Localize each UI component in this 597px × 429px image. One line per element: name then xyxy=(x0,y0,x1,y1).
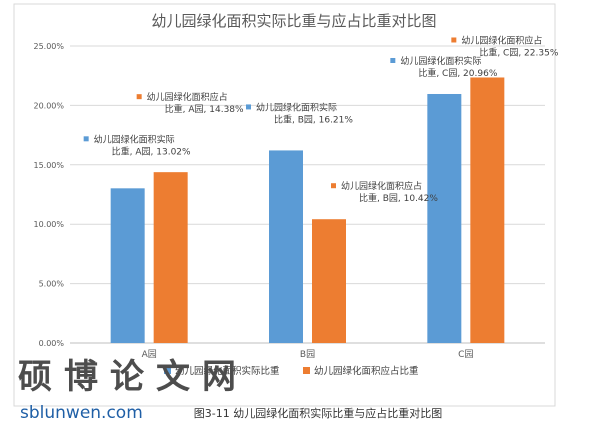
data-label-line2: 比重, A园, 14.38% xyxy=(165,103,244,115)
bar xyxy=(470,77,505,344)
bar xyxy=(269,150,303,343)
data-label-line1: 幼儿园绿化面积应占 xyxy=(341,180,422,192)
bars xyxy=(110,77,505,344)
data-label-line1: 幼儿园绿化面积实际 xyxy=(256,101,337,113)
legend-label: 幼儿园绿化面积实际比重 xyxy=(175,365,280,377)
data-label-line2: 比重, C园, 20.96% xyxy=(418,67,497,79)
data-label-line1: 幼儿园绿化面积实际 xyxy=(400,55,481,67)
bar xyxy=(153,172,188,343)
bar xyxy=(427,93,462,343)
bar xyxy=(110,188,145,343)
data-label-marker xyxy=(390,57,396,63)
legend-swatch xyxy=(303,367,310,374)
data-label-line1: 幼儿园绿化面积实际 xyxy=(94,133,175,145)
watermark-char: 硕 xyxy=(18,357,52,397)
watermark-char: 博 xyxy=(64,357,98,397)
data-label-line2: 比重, B园, 16.21% xyxy=(274,113,353,125)
watermark-char: 文 xyxy=(156,357,190,397)
y-tick-label: 20.00% xyxy=(33,101,64,110)
data-label-marker xyxy=(246,104,251,110)
data-label-marker xyxy=(83,136,89,142)
y-tick-label: 0.00% xyxy=(39,339,65,348)
x-category-label: B园 xyxy=(300,349,315,360)
data-label-line2: 比重, B园, 10.42% xyxy=(359,192,438,204)
bar xyxy=(312,219,346,343)
y-tick-label: 10.00% xyxy=(33,220,64,229)
watermark-char: 论 xyxy=(110,357,145,397)
data-label-marker xyxy=(136,94,142,100)
grid-lines xyxy=(70,45,545,285)
watermark-url: sblunwen.com xyxy=(20,403,143,423)
x-category-label: A园 xyxy=(142,349,157,360)
watermark: 硕博论文网 sblunwen.com xyxy=(18,357,236,423)
legend: 幼儿园绿化面积实际比重 幼儿园绿化面积应占比重 xyxy=(164,365,419,377)
x-axis-categories: A园 B园 C园 xyxy=(142,349,474,360)
x-category-label: C园 xyxy=(458,349,473,360)
chart-border xyxy=(13,3,556,407)
data-label-marker xyxy=(451,37,457,43)
y-tick-label: 25.00% xyxy=(33,42,64,51)
figure-caption: 图3-11 幼儿园绿化面积实际比重与应占比重对比图 xyxy=(194,406,442,420)
watermark-char: 网 xyxy=(202,357,236,397)
y-axis-ticks: 0.00% 5.00% 10.00% 15.00% 20.00% 25.00% xyxy=(33,42,64,348)
data-label-line2: 比重, C园, 22.35% xyxy=(479,46,558,58)
legend-label: 幼儿园绿化面积应占比重 xyxy=(314,365,419,377)
y-tick-label: 15.00% xyxy=(33,161,64,170)
data-labels: 幼儿园绿化面积实际比重, A园, 13.02%幼儿园绿化面积应占比重, A园, … xyxy=(83,34,559,204)
data-label-line2: 比重, A园, 13.02% xyxy=(112,145,191,157)
y-tick-label: 5.00% xyxy=(39,280,65,289)
data-label-marker xyxy=(331,183,336,189)
data-label-line1: 幼儿园绿化面积应占 xyxy=(147,91,228,103)
watermark-text: 硕博论文网 xyxy=(18,357,236,397)
legend-swatch xyxy=(164,367,171,374)
chart-title: 幼儿园绿化面积实际比重与应占比重对比图 xyxy=(151,12,436,30)
data-label-line1: 幼儿园绿化面积应占 xyxy=(461,34,542,46)
